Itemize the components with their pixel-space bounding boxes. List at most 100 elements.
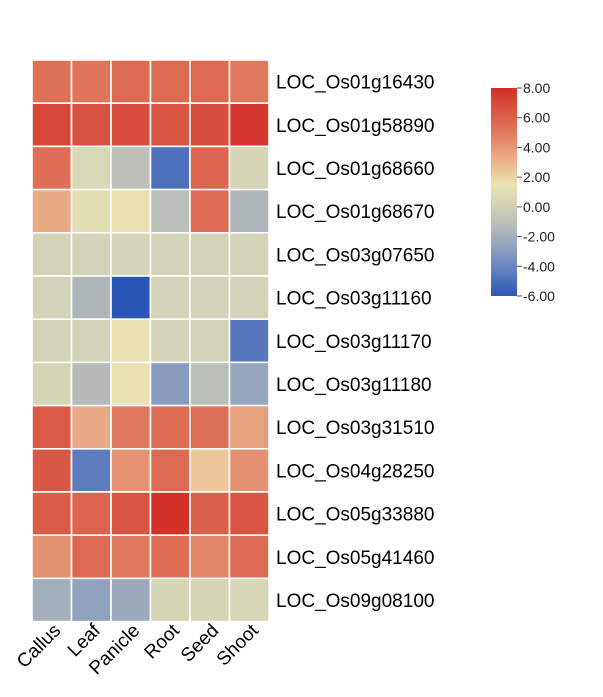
heatmap-cell (110, 404, 152, 450)
row-label: LOC_Os01g68670 (276, 202, 434, 223)
heatmap-cell (189, 447, 231, 493)
heatmap-cell (110, 188, 152, 234)
heatmap-cell (31, 534, 73, 580)
heatmap-cell (189, 491, 231, 537)
heatmap-cell (228, 59, 270, 105)
heatmap-cell (189, 102, 231, 148)
heatmap-cell (149, 534, 191, 580)
heatmap-cell (149, 361, 191, 407)
heatmap-cell (189, 232, 231, 277)
row-label: LOC_Os03g31510 (276, 418, 434, 439)
heatmap-cell (189, 577, 231, 623)
heatmap-cell (189, 145, 231, 191)
heatmap-cell (149, 59, 191, 105)
heatmap-cell (70, 275, 112, 321)
heatmap-cell (110, 491, 152, 537)
heatmap-cell (189, 275, 231, 321)
colorbar-tick-label: -2.00 (523, 229, 555, 245)
heatmap-cell (228, 275, 270, 321)
colorbar-tick-label: 0.00 (523, 199, 550, 215)
heatmap-cell (149, 491, 191, 537)
heatmap-cell (70, 361, 112, 407)
row-label: LOC_Os05g41460 (276, 548, 434, 569)
heatmap-cell (228, 188, 270, 234)
heatmap-cell (110, 275, 152, 321)
heatmap-cell (149, 102, 191, 148)
heatmap-cell (189, 404, 231, 450)
heatmap-cell (110, 534, 152, 580)
row-label: LOC_Os03g07650 (276, 245, 434, 266)
row-label: LOC_Os01g58890 (276, 116, 434, 137)
heatmap-cell (110, 102, 152, 148)
heatmap-cell (70, 102, 112, 148)
colorbar-tick-label: 2.00 (523, 169, 550, 185)
row-label: LOC_Os03g11180 (276, 375, 432, 396)
heatmap-cell (149, 404, 191, 450)
heatmap-cell (228, 232, 270, 277)
row-label: LOC_Os05g33880 (276, 505, 434, 526)
heatmap-cell (189, 188, 231, 234)
heatmap-cell (31, 361, 73, 407)
heatmap-cell (70, 59, 112, 105)
heatmap-cells (31, 59, 270, 623)
heatmap-cell (149, 188, 191, 234)
heatmap-cell (31, 232, 73, 277)
heatmap-cell (228, 534, 270, 580)
heatmap-cell (110, 577, 152, 623)
heatmap-cell (228, 577, 270, 623)
colorbar-tick-label: -6.00 (523, 288, 555, 304)
colorbar-tick-label: 6.00 (523, 110, 550, 126)
heatmap-cell (70, 404, 112, 450)
heatmap-cell (149, 145, 191, 191)
heatmap-cell (110, 145, 152, 191)
heatmap-cell (228, 404, 270, 450)
row-label: LOC_Os03g11160 (276, 289, 432, 310)
row-label: LOC_Os09g08100 (276, 591, 434, 612)
heatmap-cell (31, 491, 73, 537)
heatmap-cell (110, 59, 152, 105)
heatmap-cell (189, 534, 231, 580)
heatmap-cell (149, 275, 191, 321)
heatmap-cell (70, 447, 112, 493)
column-label: Root (141, 620, 185, 664)
heatmap-cell (31, 188, 73, 234)
heatmap-cell (70, 232, 112, 277)
heatmap-cell (70, 318, 112, 364)
heatmap-cell (228, 491, 270, 537)
heatmap-cell (70, 491, 112, 537)
heatmap-cell (31, 275, 73, 321)
colorbar-legend: 8.00 6.00 4.00 2.00 0.00 -2.00 -4.00 -6.00 (491, 80, 555, 304)
row-label: LOC_Os01g16430 (276, 73, 434, 94)
heatmap-cell (31, 447, 73, 493)
row-label: LOC_Os03g11170 (276, 332, 432, 353)
heatmap-cell (110, 318, 152, 364)
heatmap-cell (149, 318, 191, 364)
heatmap-cell (70, 577, 112, 623)
column-label: Shoot (213, 620, 263, 670)
heatmap-cell (228, 361, 270, 407)
column-label: Callus (13, 620, 65, 672)
heatmap-cell (70, 188, 112, 234)
heatmap-cell (228, 145, 270, 191)
heatmap-cell (31, 318, 73, 364)
colorbar-tick-label: 8.00 (523, 80, 550, 96)
heatmap-cell (149, 232, 191, 277)
heatmap-cell (149, 577, 191, 623)
heatmap-cell (189, 59, 231, 105)
colorbar-tick-label: 4.00 (523, 139, 550, 155)
heatmap-cell (110, 232, 152, 277)
heatmap-cell (31, 145, 73, 191)
heatmap-cell (228, 102, 270, 148)
heatmap-cell (110, 447, 152, 493)
heatmap-cell (70, 534, 112, 580)
row-label: LOC_Os04g28250 (276, 461, 434, 482)
colorbar-gradient (491, 88, 517, 296)
heatmap-cell (31, 59, 73, 105)
heatmap-cell (149, 447, 191, 493)
row-label: LOC_Os01g68660 (276, 159, 434, 180)
heatmap-cell (189, 318, 231, 364)
heatmap-cell (31, 404, 73, 450)
row-labels: LOC_Os01g16430 LOC_Os01g58890 LOC_Os01g686… (276, 73, 434, 612)
